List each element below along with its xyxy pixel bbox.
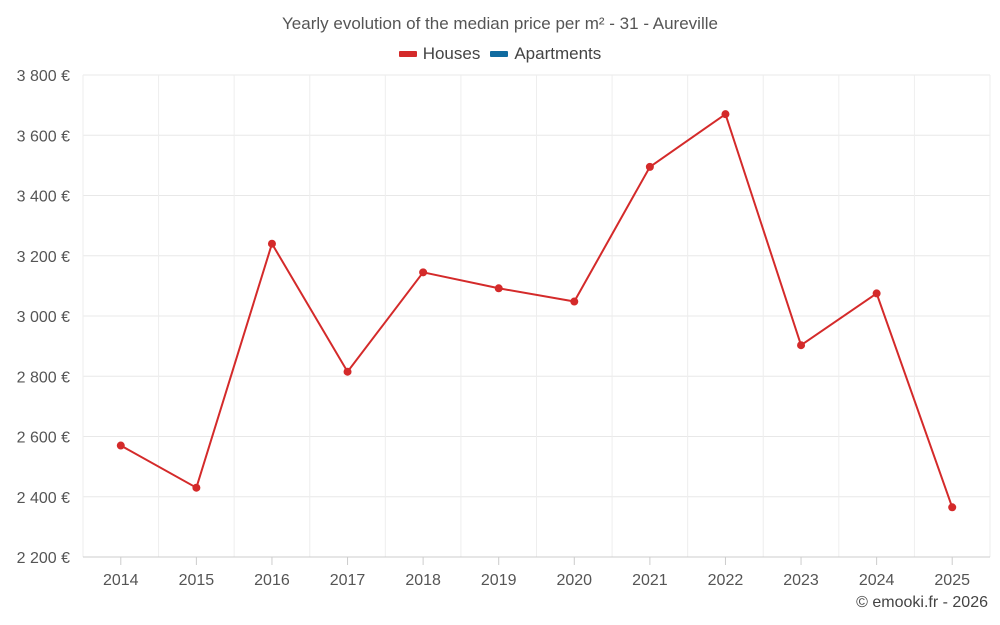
legend-swatch-apartments	[490, 51, 509, 57]
axes: 2 200 € 2 400 € 2 600 € 2 800 € 3 000 € 3 200…	[17, 68, 990, 589]
x-tick-label: 2023	[783, 572, 819, 589]
legend-item-apartments[interactable]: Apartments	[490, 44, 601, 64]
x-tick-label: 2020	[556, 572, 592, 589]
grid	[82, 74, 991, 558]
data-point-houses[interactable]	[419, 268, 428, 277]
x-tick-label: 2025	[934, 572, 970, 589]
chart-title: Yearly evolution of the median price per…	[282, 14, 718, 33]
data-point-houses[interactable]	[797, 341, 806, 350]
x-tick-label: 2014	[103, 572, 139, 589]
y-tick-label: 2 800 €	[17, 369, 70, 386]
copyright-text: © emooki.fr - 2026	[856, 594, 988, 611]
x-tick-label: 2019	[481, 572, 517, 589]
x-tick-label: 2024	[859, 572, 895, 589]
data-point-houses[interactable]	[494, 284, 503, 293]
y-tick-label: 3 200 €	[17, 249, 70, 266]
data-point-houses[interactable]	[570, 297, 579, 306]
data-point-houses[interactable]	[948, 503, 957, 512]
y-tick-label: 3 000 €	[17, 309, 70, 326]
y-tick-label: 3 600 €	[17, 128, 70, 145]
legend-item-houses[interactable]: Houses	[398, 44, 481, 64]
data-point-houses[interactable]	[872, 289, 881, 298]
data-point-houses[interactable]	[192, 483, 201, 492]
y-tick-label: 3 800 €	[17, 68, 70, 85]
y-tick-label: 2 400 €	[17, 490, 70, 507]
y-tick-label: 2 200 €	[17, 550, 70, 567]
series-layer	[116, 110, 957, 512]
legend-label-houses: Houses	[422, 44, 481, 63]
legend: Houses Apartments	[0, 44, 1000, 64]
x-tick-label: 2022	[708, 572, 744, 589]
data-point-houses[interactable]	[267, 239, 276, 248]
data-point-houses[interactable]	[721, 110, 730, 119]
x-tick-label: 2021	[632, 572, 668, 589]
y-tick-label: 3 400 €	[17, 189, 70, 206]
x-tick-label: 2018	[405, 572, 441, 589]
legend-swatch-houses	[398, 51, 417, 57]
x-tick-label: 2017	[330, 572, 366, 589]
data-point-houses[interactable]	[645, 162, 654, 171]
series-line-houses	[120, 112, 954, 508]
y-tick-label: 2 600 €	[17, 430, 70, 447]
data-point-houses[interactable]	[343, 367, 352, 376]
legend-label-apartments: Apartments	[514, 44, 602, 63]
x-tick-label: 2015	[179, 572, 215, 589]
data-point-houses[interactable]	[116, 441, 125, 450]
x-tick-label: 2016	[254, 572, 290, 589]
